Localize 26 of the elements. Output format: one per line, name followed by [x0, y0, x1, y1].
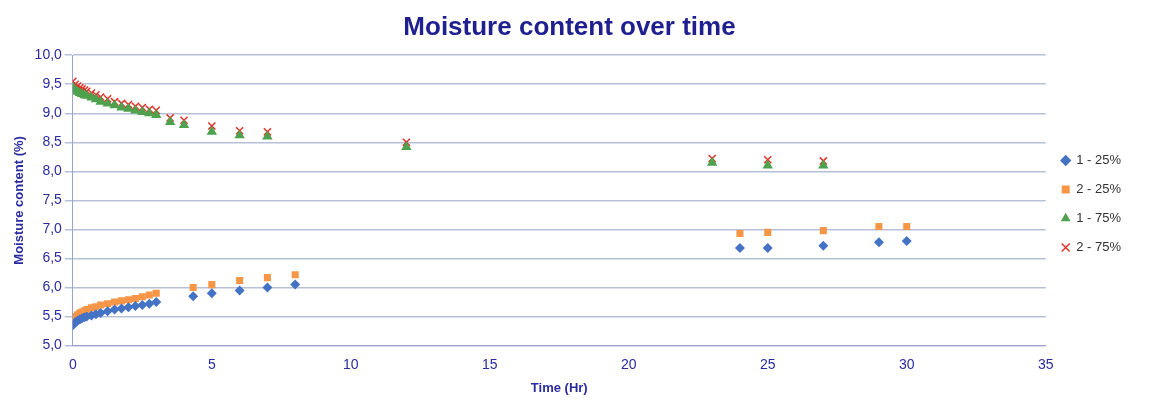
x-tick-label: 20 [620, 355, 637, 372]
y-tick-label: 7,5 [42, 191, 63, 208]
y-tick-label: 9,5 [42, 75, 63, 92]
x-axis-title: Time (Hr) [530, 379, 588, 395]
y-tick-label: 6,5 [42, 249, 63, 266]
x-tick-label: 5 [207, 355, 216, 372]
chart-title: Moisture content over time [403, 10, 736, 41]
legend-label: 1 - 25% [1076, 152, 1122, 168]
x-tick-label: 0 [68, 355, 77, 372]
x-tick-label: 10 [343, 355, 359, 372]
x-tick-label: 15 [481, 355, 498, 372]
y-tick-label: 7,0 [42, 220, 63, 237]
y-tick-label: 6,0 [42, 278, 63, 295]
y-tick-label: 5,0 [42, 336, 63, 353]
x-tick-label: 25 [759, 355, 776, 372]
y-tick-label: 8,0 [42, 162, 63, 179]
y-tick-label: 9,0 [42, 104, 63, 121]
y-tick-label: 10,0 [34, 46, 63, 63]
x-tick-label: 35 [1037, 355, 1054, 372]
y-tick-label: 8,5 [42, 133, 63, 150]
legend-label: 2 - 25% [1076, 181, 1122, 197]
y-axis-title: Moisture content (%) [11, 136, 27, 265]
x-tick-label: 30 [898, 355, 915, 372]
legend-label: 1 - 75% [1076, 210, 1122, 226]
y-tick-label: 5,5 [42, 307, 63, 324]
legend-label: 2 - 75% [1076, 239, 1122, 255]
